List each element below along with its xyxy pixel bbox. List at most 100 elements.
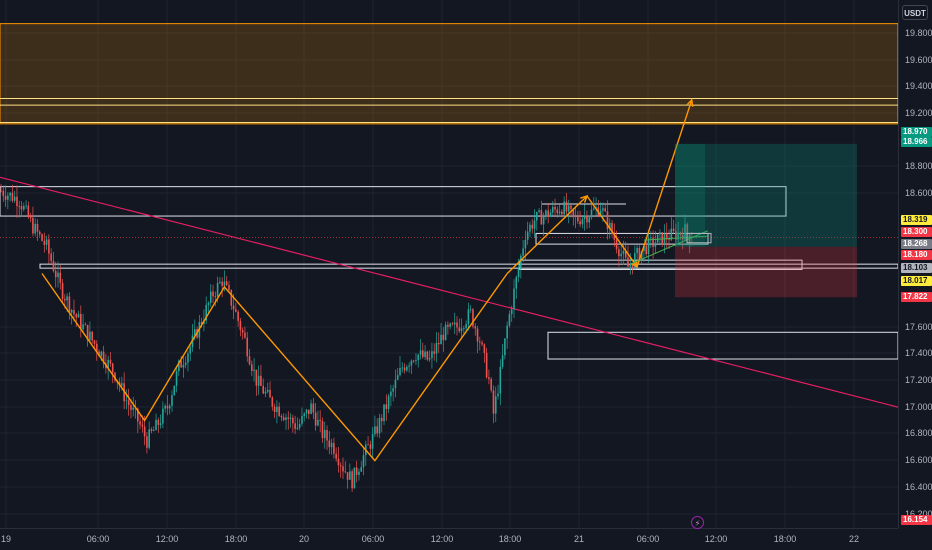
candle-body (319, 419, 321, 422)
candle-body (369, 444, 372, 449)
candle-body (271, 397, 274, 407)
candle-body (351, 471, 353, 489)
price-chart[interactable] (0, 0, 898, 528)
currency-button[interactable]: USDT (902, 5, 928, 20)
candle-body (241, 330, 244, 333)
candle-body (406, 366, 408, 371)
time-axis[interactable]: 19 06:00 12:00 18:00 20 06:00 12:00 18:00 21 06:0… (0, 528, 898, 550)
green-support-line (643, 235, 708, 241)
candle-body (428, 358, 431, 360)
price-tick-label: 19.400 (905, 81, 932, 91)
candle-body (223, 281, 226, 286)
candle-body (339, 465, 342, 467)
candle-body (442, 334, 445, 341)
candle-body (508, 314, 511, 326)
candle-body (205, 304, 207, 321)
candle-body (251, 364, 253, 371)
candle-body (492, 390, 495, 414)
long-position-tool[interactable] (675, 143, 857, 298)
price-tick-label: 16.800 (905, 428, 932, 438)
candle-body (321, 421, 324, 439)
candle-body (16, 196, 18, 207)
candle-body (207, 302, 210, 305)
time-tick-label: 21 (573, 534, 585, 544)
candle-body (608, 222, 611, 230)
candle-body (98, 351, 100, 357)
candle-body (75, 314, 78, 318)
candle-body (257, 375, 260, 386)
candle-body (520, 255, 522, 269)
replay-lightning-icon[interactable]: ⚡ (691, 516, 704, 529)
candle-body (586, 215, 588, 223)
candle-body (312, 403, 315, 413)
candle-body (675, 230, 677, 240)
candle-body (287, 417, 290, 419)
candle-body (691, 243, 693, 245)
candle-body (248, 356, 251, 365)
candle-body (474, 326, 477, 329)
candle-body (583, 215, 586, 220)
candle-body (82, 324, 84, 330)
candle-body (276, 406, 278, 412)
green-support-line (630, 230, 708, 265)
candle-body (677, 232, 679, 240)
candle-body (294, 423, 296, 429)
candle-body (403, 367, 406, 371)
white-zone-box (39, 263, 898, 269)
trendline-layer[interactable] (0, 176, 898, 408)
swing-path-layer[interactable] (41, 98, 708, 462)
candle-body (182, 364, 185, 368)
candle-body (451, 323, 454, 325)
candle-body (216, 282, 219, 297)
candle-body (358, 471, 360, 475)
candle-body (460, 328, 463, 332)
candle-body (50, 253, 52, 261)
candle-body (109, 359, 112, 364)
candle-body (376, 426, 378, 434)
candle-body (29, 217, 32, 218)
candle-body (100, 351, 103, 357)
price-axis[interactable]: 19.800 19.600 19.400 19.200 18.800 18.600 17.6… (898, 0, 932, 528)
zones-layer[interactable] (0, 23, 898, 360)
candle-body (453, 322, 456, 325)
candle-body (264, 391, 267, 394)
time-tick-label: 06:00 (361, 534, 385, 544)
candle-body (155, 419, 157, 431)
candle-body (187, 353, 189, 363)
candle-body (298, 423, 301, 428)
candle-body (538, 210, 540, 213)
price-tick-label: 19.800 (905, 28, 932, 38)
candle-body (624, 250, 627, 258)
candle-body (422, 350, 424, 357)
candle-body (114, 372, 116, 381)
candle-body (392, 388, 394, 392)
long-position-profit-zone (675, 143, 857, 247)
candle-body (433, 351, 435, 354)
candle-body (504, 338, 506, 356)
candle-body (602, 208, 604, 211)
candle-body (412, 360, 415, 362)
candle-body (681, 234, 684, 240)
candle-body (490, 379, 492, 391)
candle-body (84, 324, 87, 326)
candle-body (645, 245, 648, 255)
candle-body (139, 421, 141, 425)
candle-body (371, 434, 374, 449)
candle-body (383, 404, 385, 422)
candle-body (567, 205, 570, 212)
candle-body (551, 206, 554, 213)
candle-body (650, 237, 652, 239)
candle-body (221, 281, 223, 286)
candle-body (137, 408, 139, 422)
candle-body (494, 396, 497, 414)
candle-body (399, 367, 401, 376)
candle-body (214, 296, 217, 297)
candle-body (68, 296, 71, 313)
candle-body (410, 360, 413, 366)
candle-body (335, 453, 337, 459)
price-tick-label: 16.600 (905, 455, 932, 465)
candle-body (107, 359, 109, 369)
candle-body (45, 239, 48, 245)
candle-body (469, 309, 472, 311)
candle-body (590, 209, 593, 218)
